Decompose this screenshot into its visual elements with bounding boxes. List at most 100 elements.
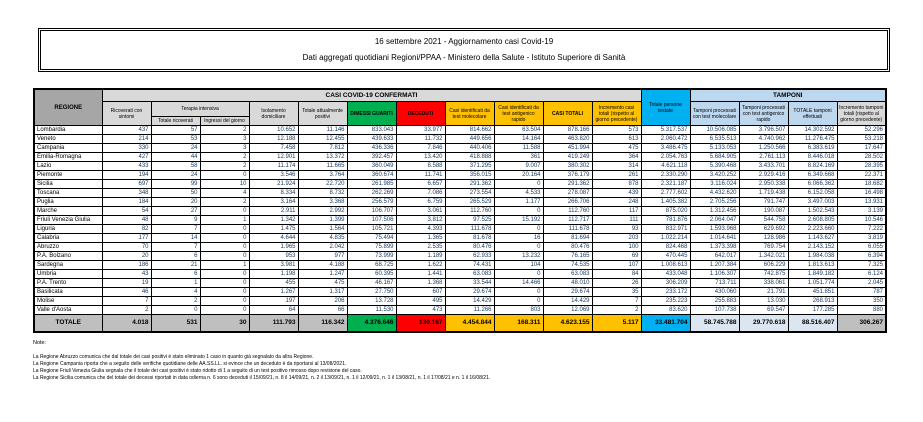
cell-casi_molecolare: 356.015	[444, 170, 495, 180]
cell-tamponi_totale: 11.276.475	[787, 134, 838, 144]
cell-casi_totali: 291.362	[542, 179, 593, 189]
cell-tamponi_antigenico: 1.719.438	[738, 188, 789, 198]
cell-incremento_tamponi: 7.325	[836, 260, 887, 270]
region-name: Piemonte	[33, 170, 103, 180]
covid-data-table: REGIONE CASI COVID-19 CONFERMATI Totale …	[33, 88, 887, 333]
cell-casi_molecolare: 111.678	[444, 224, 495, 234]
header-persone-testate: Totale persone testate	[640, 88, 691, 126]
cell-tamponi_totale: 6.383.619	[787, 143, 838, 153]
cell-ti_totale: 58	[150, 161, 201, 171]
cell-incremento_tamponi: 3.139	[836, 206, 887, 216]
note-line: La Regione Friuli Venezia Giulia segnala…	[33, 368, 362, 374]
cell-casi_totali: 451.994	[542, 143, 593, 153]
notes-label: Note:	[33, 340, 47, 346]
cell-casi_antigenico: 14.466	[493, 278, 544, 288]
cell-casi_antigenico: 14.164	[493, 134, 544, 144]
cell-tamponi_antigenico: 2.761.113	[738, 152, 789, 162]
cell-incremento_casi: 100	[591, 242, 642, 252]
cell-dimessi_guariti: 360.049	[346, 161, 397, 171]
header-terapia-intensiva: Terapia intensiva	[150, 101, 250, 117]
cell-attualmente_positivi: 1.399	[297, 215, 348, 225]
report-subtitle: Dati aggregati quotidiani Regioni/PPAA -…	[302, 53, 626, 62]
cell-casi_totali: 63.083	[542, 269, 593, 279]
cell-isolamento: 1.475	[248, 224, 299, 234]
cell-tamponi_molecolare: 6.535.513	[689, 134, 740, 144]
cell-tamponi_molecolare: 1.014.641	[689, 233, 740, 243]
cell-tamponi_totale: 1.502.543	[787, 206, 838, 216]
cell-ti_totale: 99	[150, 179, 201, 189]
cell-persone_testate: 2.777.602	[640, 188, 691, 198]
cell-persone_testate: 5.317.537	[640, 125, 691, 135]
cell-dimessi_guariti: 13.728	[346, 296, 397, 306]
cell-casi_totali: 4.623.155	[542, 314, 593, 333]
cell-deceduti: 3.061	[395, 206, 446, 216]
cell-ti_totale: 20	[150, 197, 201, 207]
cell-attualmente_positivi: 7.812	[297, 143, 348, 153]
cell-deceduti: 11.741	[395, 170, 446, 180]
cell-casi_antigenico: 9.007	[493, 161, 544, 171]
cell-ti_totale: 7	[150, 224, 201, 234]
cell-persone_testate: 470.445	[640, 251, 691, 261]
cell-persone_testate: 235.223	[640, 296, 691, 306]
cell-casi_totali: 266.706	[542, 197, 593, 207]
cell-ricoverati: 70	[101, 242, 152, 252]
table-row: Campania 330 24 3 7.458 7.812 436.336 7.846 440.…	[33, 143, 887, 153]
cell-ti_ingressi: 0	[199, 251, 250, 261]
cell-tamponi_antigenico: 2.950.338	[738, 179, 789, 189]
region-name: Friuli Venezia Giulia	[33, 215, 103, 225]
cell-casi_antigenico: 168.311	[493, 314, 544, 333]
cell-attualmente_positivi: 11.146	[297, 125, 348, 135]
note-line: La Regione Abruzzo comunica che dal tota…	[33, 354, 314, 360]
cell-ti_totale: 9	[150, 215, 201, 225]
table-row: Basilicata 46 4 0 1.267 1.317 27.750 607 29.674 0…	[33, 287, 887, 297]
cell-ti_ingressi: 3	[199, 134, 250, 144]
region-name: Sicilia	[33, 179, 103, 189]
cell-incremento_casi: 93	[591, 224, 642, 234]
cell-ti_totale: 531	[150, 314, 201, 333]
cell-tamponi_antigenico: 544.758	[738, 215, 789, 225]
cell-tamponi_molecolare: 58.745.788	[689, 314, 740, 333]
cell-casi_molecolare: 29.674	[444, 287, 495, 297]
cell-incremento_casi: 117	[591, 206, 642, 216]
cell-attualmente_positivi: 475	[297, 278, 348, 288]
cell-casi_antigenico: 16	[493, 233, 544, 243]
report-title: 16 settembre 2021 - Aggiornamento casi C…	[374, 37, 554, 46]
table-row: Piemonte 194 24 0 3.546 3.764 360.674 11.741 356…	[33, 170, 887, 180]
table-row: Lombardia 437 57 2 10.652 11.146 833.043 33.977…	[33, 125, 887, 135]
cell-attualmente_positivi: 1.564	[297, 224, 348, 234]
cell-isolamento: 111.793	[248, 314, 299, 333]
total-label: TOTALE	[33, 314, 103, 333]
cell-casi_totali: 376.179	[542, 170, 593, 180]
table-row: Abruzzo 70 7 0 1.965 2.042 75.899 2.535 80.476 0 8…	[33, 242, 887, 252]
cell-ricoverati: 433	[101, 161, 152, 171]
cell-tamponi_totale: 2.143.152	[787, 242, 838, 252]
cell-casi_totali: 29.674	[542, 287, 593, 297]
cell-deceduti: 473	[395, 305, 446, 315]
cell-tamponi_antigenico: 791.747	[738, 197, 789, 207]
cell-incremento_casi: 5.117	[591, 314, 642, 333]
cell-ti_ingressi: 0	[199, 170, 250, 180]
cell-casi_antigenico: 361	[493, 152, 544, 162]
cell-ti_ingressi: 0	[199, 305, 250, 315]
cell-isolamento: 11.174	[248, 161, 299, 171]
cell-casi_molecolare: 449.656	[444, 134, 495, 144]
cell-casi_molecolare: 371.295	[444, 161, 495, 171]
cell-incremento_tamponi: 787	[836, 287, 887, 297]
cell-tamponi_totale: 1.984.038	[787, 251, 838, 261]
header-isolamento: Isolamento domiciliare	[248, 101, 299, 126]
cell-persone_testate: 2.060.472	[640, 134, 691, 144]
cell-dimessi_guariti: 73.999	[346, 251, 397, 261]
cell-persone_testate: 824.468	[640, 242, 691, 252]
cell-tamponi_antigenico: 606.229	[738, 260, 789, 270]
cell-attualmente_positivi: 1.247	[297, 269, 348, 279]
cell-persone_testate: 875.020	[640, 206, 691, 216]
cell-deceduti: 1.189	[395, 251, 446, 261]
cell-isolamento: 2.911	[248, 206, 299, 216]
cell-ti_ingressi: 3	[199, 143, 250, 153]
cell-persone_testate: 4.621.118	[640, 161, 691, 171]
cell-casi_molecolare: 440.406	[444, 143, 495, 153]
cell-casi_molecolare: 74.431	[444, 260, 495, 270]
cell-deceduti: 3.812	[395, 215, 446, 225]
cell-casi_antigenico: 0	[493, 179, 544, 189]
cell-tamponi_molecolare: 1.106.307	[689, 269, 740, 279]
